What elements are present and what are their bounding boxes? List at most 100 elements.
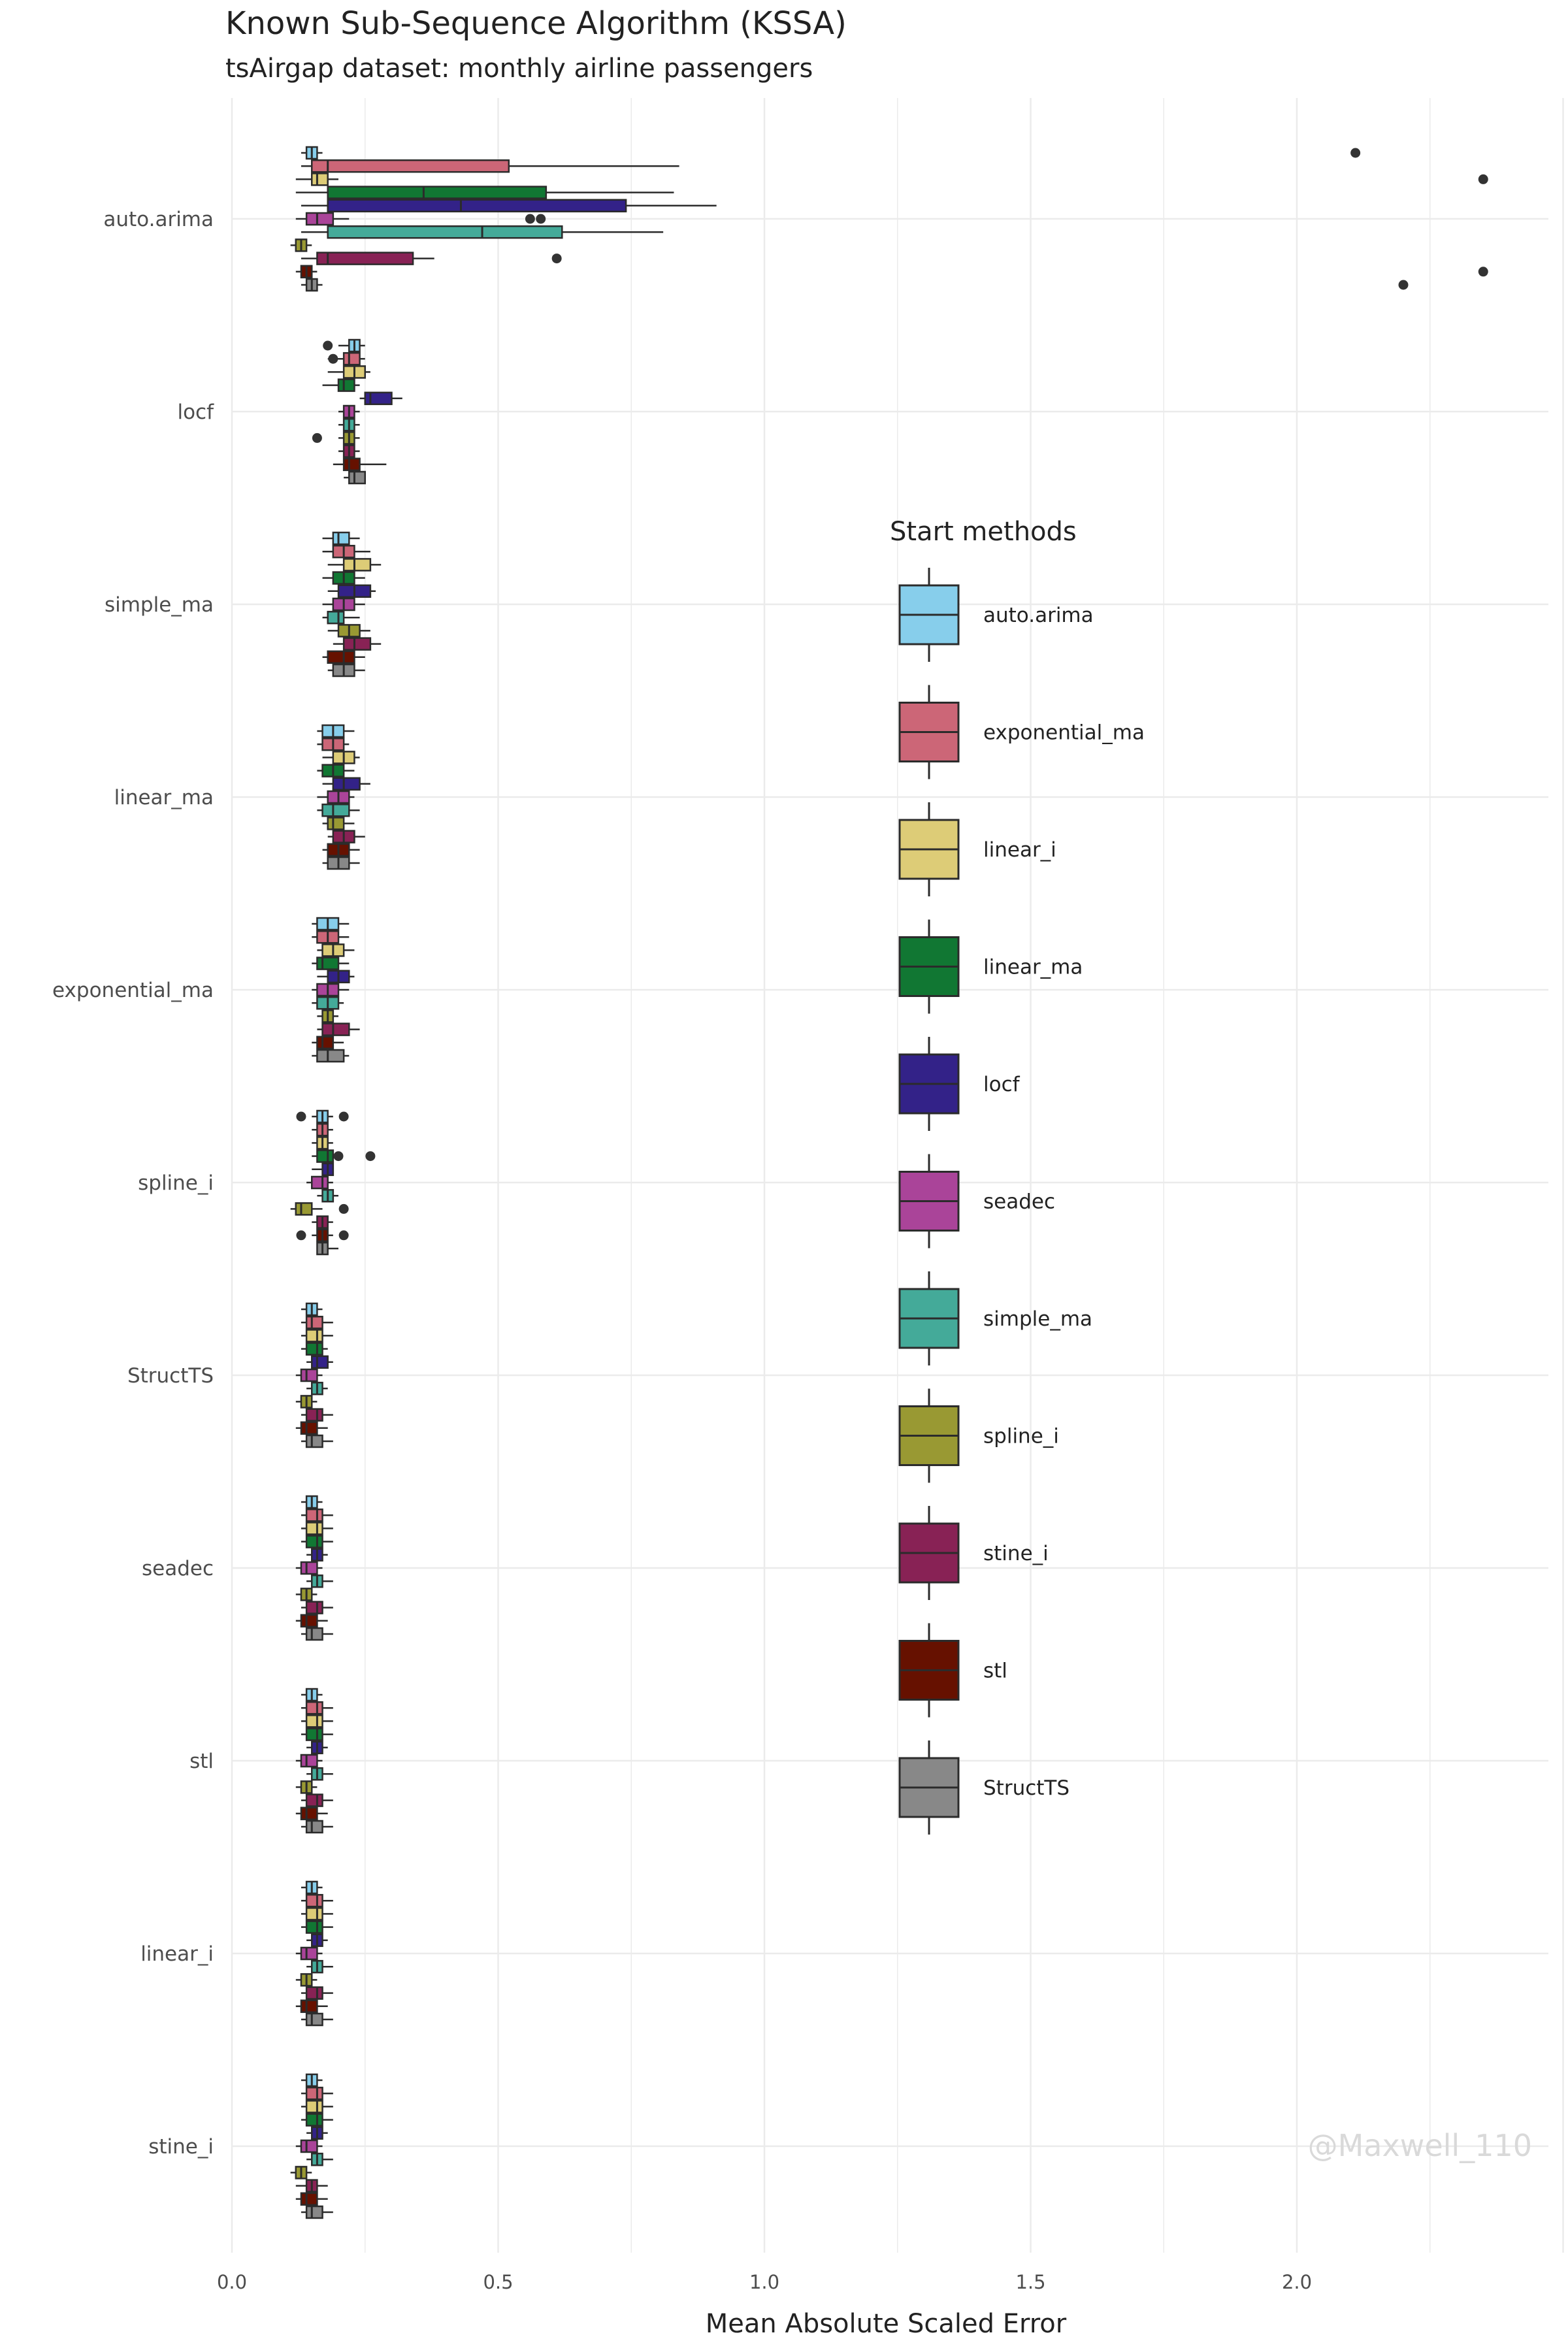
box-auto.arima-linear_ma: [295, 186, 674, 199]
box-exponential_ma-linear_ma: [312, 956, 350, 970]
iqr-box: [305, 1893, 323, 1908]
iqr-box: [311, 172, 329, 186]
box-StructTS-stl: [295, 1421, 328, 1435]
iqr-box: [327, 817, 345, 830]
legend-key-locf: locf: [898, 1037, 1021, 1131]
legend-label: stine_i: [983, 1542, 1049, 1565]
box-linear_i-linear_ma: [301, 1920, 333, 1934]
box-simple_ma-simple_ma: [322, 610, 360, 625]
box-locf-linear_ma: [322, 378, 360, 392]
box-locf-stine_i: [338, 444, 360, 458]
box-simple_ma-auto.arima: [322, 531, 360, 546]
iqr-box: [316, 1036, 335, 1050]
box-exponential_ma-StructTS: [312, 1049, 350, 1063]
iqr-box: [300, 1421, 318, 1435]
iqr-box: [305, 1535, 323, 1548]
iqr-box: [300, 1946, 318, 1961]
box-simple_ma-linear_ma: [322, 571, 365, 585]
y-tick-label: spline_i: [138, 1171, 214, 1195]
iqr-box: [305, 2100, 323, 2114]
iqr-box: [342, 351, 361, 366]
box-exponential_ma-simple_ma: [312, 996, 344, 1010]
iqr-box: [305, 2086, 323, 2100]
box-linear_ma-exponential_ma: [317, 737, 350, 751]
box-StructTS-StructTS: [301, 1434, 333, 1448]
iqr-box: [305, 1920, 323, 1934]
iqr-box: [342, 637, 372, 651]
outlier-point: [1350, 148, 1361, 158]
box-StructTS-linear_ma: [301, 1342, 328, 1356]
iqr-box: [305, 1793, 323, 1807]
box-seadec-StructTS: [301, 1627, 333, 1641]
x-tick-label: 0.5: [483, 2271, 513, 2293]
box-exponential_ma-seadec: [312, 983, 350, 997]
box-stl-locf: [306, 1740, 328, 1755]
iqr-box: [305, 1601, 323, 1614]
legend-key-stl: stl: [898, 1623, 1007, 1718]
box-simple_ma-stl: [322, 650, 365, 664]
box-linear_i-stine_i: [301, 1986, 333, 2000]
box-seadec-simple_ma: [306, 1574, 333, 1588]
iqr-box: [305, 1820, 323, 1834]
iqr-box: [305, 1627, 323, 1641]
box-stine_i-stl: [295, 2192, 328, 2206]
box-locf-exponential_ma: [327, 351, 365, 366]
legend-label: linear_ma: [983, 956, 1083, 979]
y-axis-tick-labels: auto.arima locf simple_ma linear_ma exponent…: [52, 208, 214, 2159]
box-locf-seadec: [338, 404, 360, 419]
iqr-box: [300, 2192, 318, 2206]
y-tick-label: auto.arima: [103, 208, 214, 231]
box-exponential_ma-spline_i: [317, 1009, 338, 1023]
box-linear_ma-simple_ma: [317, 803, 360, 817]
outlier-point: [525, 214, 535, 224]
box-exponential_ma-stl: [312, 1036, 344, 1050]
y-tick-label: stine_i: [148, 2135, 214, 2159]
iqr-box: [305, 2012, 323, 2027]
iqr-box: [305, 2113, 323, 2127]
box-stl-seadec: [295, 1754, 323, 1768]
box-stine_i-simple_ma: [306, 2152, 333, 2166]
iqr-box: [327, 199, 627, 213]
iqr-box: [327, 225, 563, 239]
box-stl-linear_ma: [301, 1727, 333, 1741]
outlier-point: [338, 1203, 349, 1214]
iqr-box: [311, 1175, 329, 1190]
outlier-point: [365, 1151, 376, 1162]
iqr-box: [342, 457, 361, 472]
outlier-point: [338, 1230, 349, 1241]
legend-key-linear_i: linear_i: [898, 802, 1056, 896]
legend-title: Start methods: [890, 517, 1077, 547]
box-stine_i-auto.arima: [301, 2073, 323, 2087]
box-seadec-seadec: [295, 1561, 323, 1575]
x-axis-tick-labels: 0.0 0.5 1.0 1.5 2.0: [217, 2271, 1312, 2293]
box-linear_i-simple_ma: [306, 1959, 333, 1974]
box-StructTS-seadec: [295, 1368, 323, 1382]
iqr-box: [305, 212, 335, 226]
iqr-box: [305, 1329, 323, 1343]
box-seadec-spline_i: [295, 1588, 318, 1601]
box-auto.arima-stine_i: [301, 252, 562, 265]
iqr-box: [311, 159, 510, 173]
iqr-box: [295, 1202, 313, 1216]
box-auto.arima-spline_i: [290, 238, 312, 252]
box-locf-StructTS: [344, 470, 366, 485]
legend-key-linear_ma: linear_ma: [898, 919, 1083, 1014]
box-linear_i-linear_i: [301, 1907, 333, 1921]
box-linear_i-exponential_ma: [301, 1893, 333, 1908]
box-stl-linear_i: [301, 1714, 333, 1728]
x-tick-label: 1.5: [1015, 2271, 1045, 2293]
box-locf-spline_i: [312, 431, 360, 445]
box-locf-linear_i: [327, 365, 370, 379]
iqr-box: [305, 1315, 323, 1330]
box-stine_i-seadec: [295, 2139, 323, 2153]
legend-key-spline_i: spline_i: [898, 1388, 1059, 1483]
y-tick-label: stl: [189, 1750, 214, 1773]
outlier-point: [333, 1151, 344, 1162]
legend-label: seadec: [983, 1190, 1055, 1214]
iqr-box: [300, 1806, 318, 1821]
legend-label: locf: [983, 1073, 1021, 1096]
box-stl-StructTS: [301, 1820, 333, 1834]
iqr-box: [300, 2139, 318, 2153]
legend-label: exponential_ma: [983, 721, 1145, 745]
